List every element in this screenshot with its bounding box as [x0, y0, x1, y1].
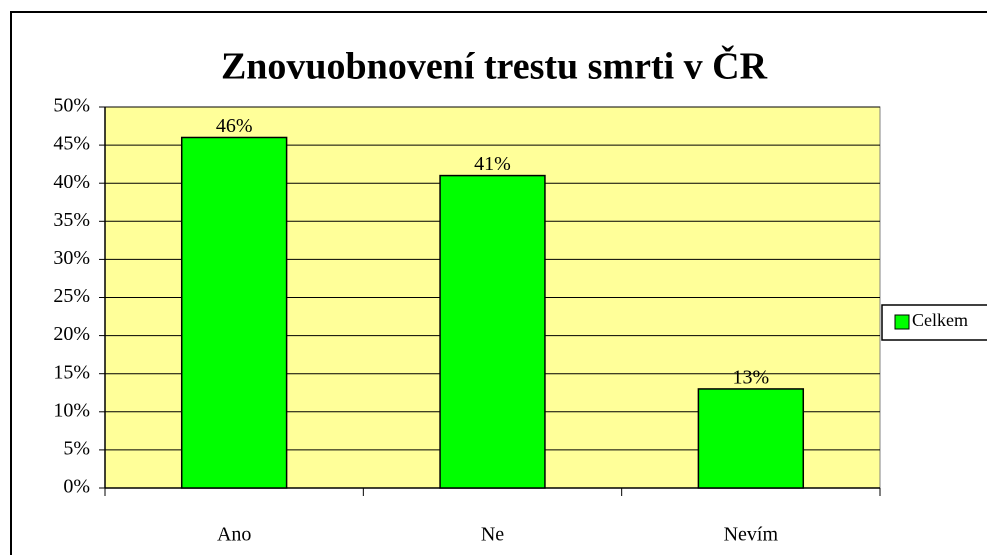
bar	[439, 174, 546, 489]
bar	[180, 136, 288, 489]
y-tick-label: 15%	[53, 361, 90, 383]
legend-swatch	[894, 314, 910, 330]
x-tick-label: Nevím	[724, 524, 779, 546]
y-tick-label: 30%	[53, 247, 90, 269]
y-tick-label: 5%	[63, 437, 90, 459]
y-tick-label: 50%	[53, 95, 90, 117]
y-tick-label: 45%	[53, 133, 90, 155]
y-tick-label: 20%	[53, 323, 90, 345]
y-tick-label: 0%	[63, 476, 90, 498]
y-tick-label: 35%	[53, 209, 90, 231]
data-label: 41%	[474, 153, 511, 175]
y-tick-label: 25%	[53, 285, 90, 307]
chart-title: Znovuobnovení trestu smrti v ČR	[221, 45, 768, 88]
data-label: 13%	[732, 367, 769, 389]
legend-label: Celkem	[912, 310, 968, 330]
y-tick-label: 10%	[53, 399, 90, 421]
x-tick-label: Ano	[217, 524, 251, 546]
data-label: 46%	[216, 115, 253, 137]
x-tick-label: Ne	[481, 524, 504, 546]
bar	[697, 388, 805, 489]
y-tick-label: 40%	[53, 171, 90, 193]
